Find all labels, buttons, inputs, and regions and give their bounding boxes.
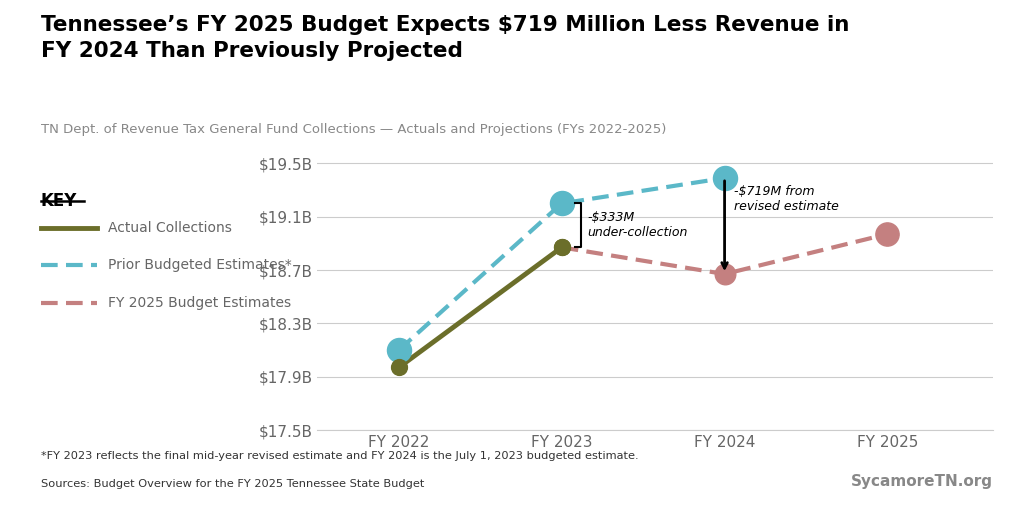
Point [717,270,733,278]
Text: KEY: KEY [41,192,78,210]
Text: SycamoreTN.org: SycamoreTN.org [851,474,993,489]
Point [717,174,733,182]
Text: -$333M
under-collection: -$333M under-collection [588,211,688,240]
Point [391,346,408,354]
Text: Sources: Budget Overview for the FY 2025 Tennessee State Budget: Sources: Budget Overview for the FY 2025… [41,479,424,489]
Point [554,243,570,251]
Text: *FY 2023 reflects the final mid-year revised estimate and FY 2024 is the July 1,: *FY 2023 reflects the final mid-year rev… [41,451,639,461]
Text: FY 2025 Budget Estimates: FY 2025 Budget Estimates [108,296,291,310]
Text: TN Dept. of Revenue Tax General Fund Collections — Actuals and Projections (FYs : TN Dept. of Revenue Tax General Fund Col… [41,123,667,136]
Point [554,199,570,207]
Text: -$719M from
revised estimate: -$719M from revised estimate [734,185,840,212]
Text: Prior Budgeted Estimates*: Prior Budgeted Estimates* [108,258,291,272]
Point [880,230,896,238]
Text: Actual Collections: Actual Collections [108,221,231,235]
Point [391,364,408,372]
Point [554,243,570,251]
Text: Tennessee’s FY 2025 Budget Expects $719 Million Less Revenue in
FY 2024 Than Pre: Tennessee’s FY 2025 Budget Expects $719 … [41,15,849,61]
